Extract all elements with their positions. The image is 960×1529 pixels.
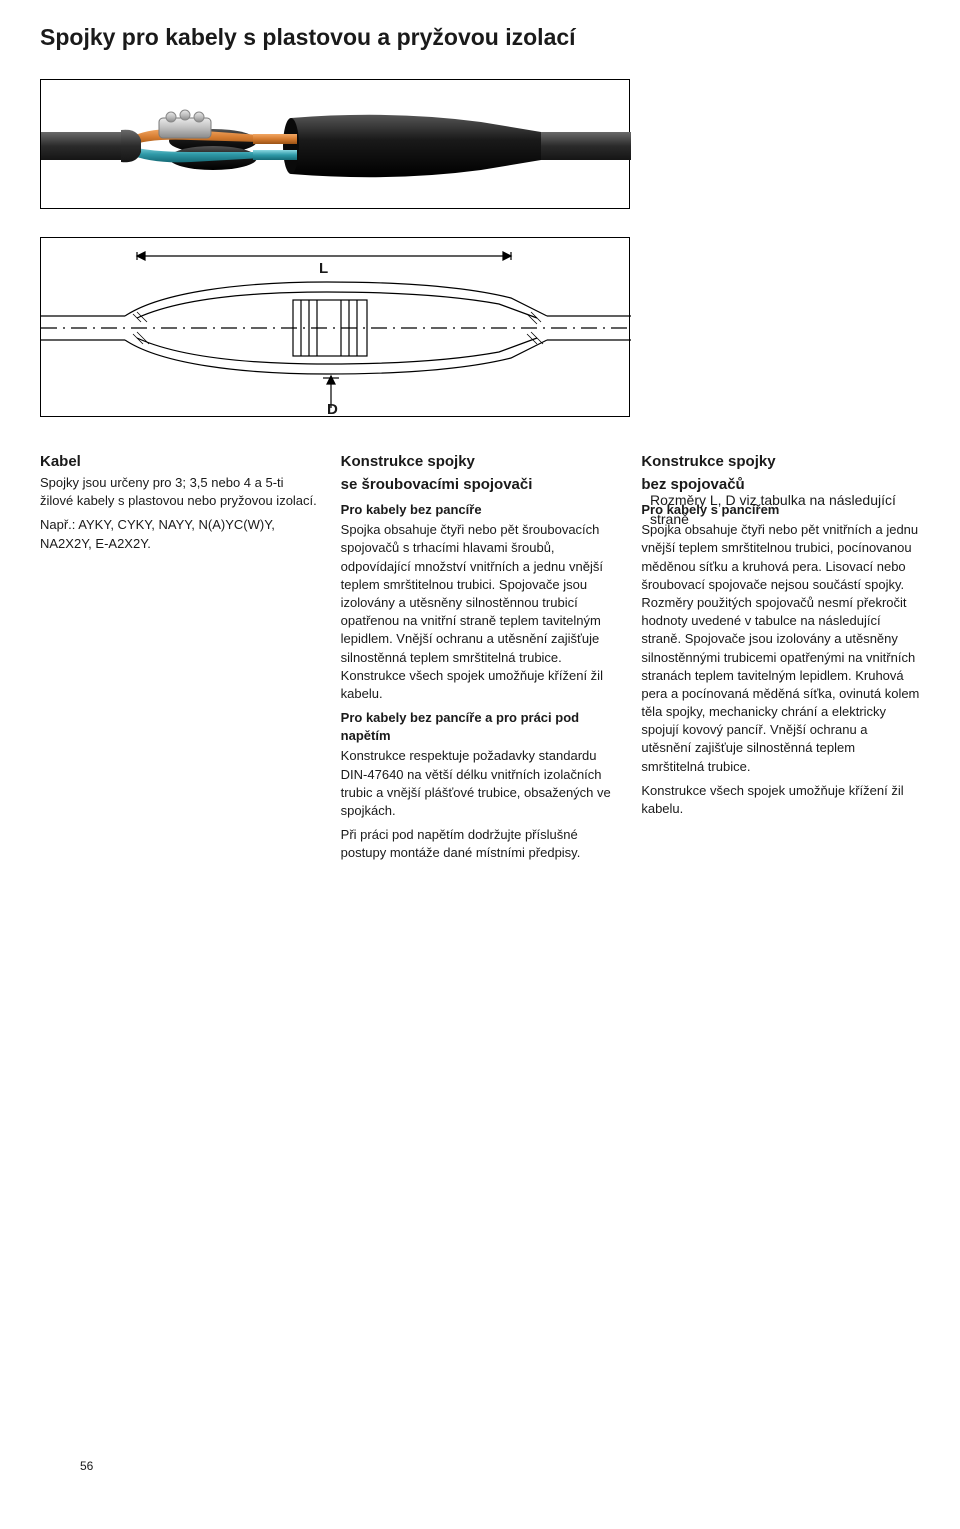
dimension-label-D: D: [327, 401, 338, 418]
page-title: Spojky pro kabely s plastovou a pryžovou…: [40, 24, 920, 51]
column-kabel: Kabel Spojky jsou určeny pro 3; 3,5 nebo…: [40, 451, 319, 877]
spoj-sub2: Pro kabely bez pancíře a pro práci pod n…: [341, 709, 620, 745]
kabel-heading: Kabel: [40, 451, 319, 472]
spoj-p1: Spojka obsahuje čtyři nebo pět šroubovac…: [341, 521, 620, 703]
spoj-p2: Konstrukce respektuje požadavky standard…: [341, 747, 620, 820]
dimension-caption: Rozměry L, D viz tabulka na následující …: [650, 491, 910, 529]
bez-p1: Spojka obsahuje čtyři nebo pět vnitřních…: [641, 521, 920, 776]
figures-wrap: L D Rozměry L, D viz tabulka na následuj…: [40, 79, 920, 417]
page-number: 56: [80, 1459, 93, 1473]
column-konstrukce-spojovaci: Konstrukce spojky se šroubovacími spojov…: [341, 451, 620, 877]
bez-heading: Konstrukce spojky: [641, 451, 920, 472]
rendered-splice-svg: [41, 80, 631, 210]
kabel-p2: Např.: AYKY, CYKY, NAYY, N(A)YC(W)Y, NA2…: [40, 516, 319, 552]
line-drawing-svg: [41, 238, 631, 418]
spoj-heading: Konstrukce spojky: [341, 451, 620, 472]
spoj-heading2: se šroubovacími spojovači: [341, 474, 620, 495]
dimension-label-L: L: [319, 260, 328, 277]
bez-p2: Konstrukce všech spojek umožňuje křížení…: [641, 782, 920, 818]
spoj-sub1: Pro kabely bez pancíře: [341, 501, 620, 519]
figure-rendered-splice: [40, 79, 630, 209]
figure-line-drawing: L D: [40, 237, 630, 417]
spoj-p3: Při práci pod napětím dodržujte příslušn…: [341, 826, 620, 862]
kabel-p1: Spojky jsou určeny pro 3; 3,5 nebo 4 a 5…: [40, 474, 319, 510]
